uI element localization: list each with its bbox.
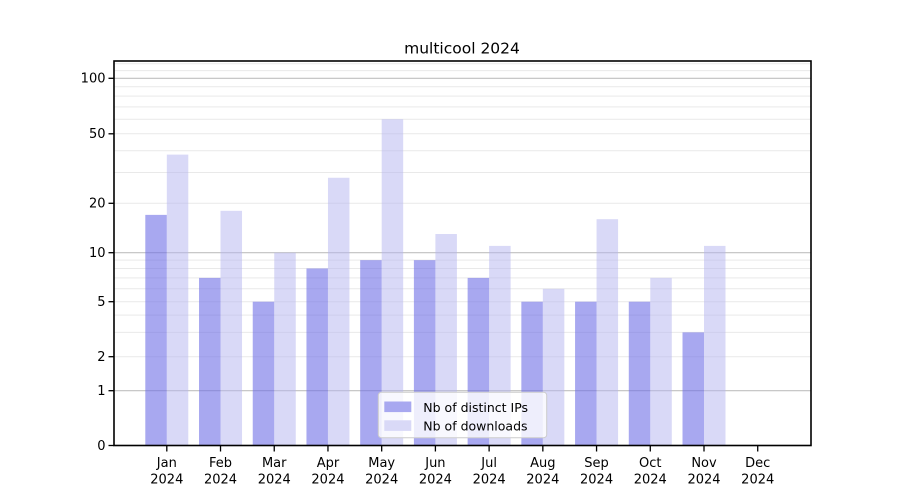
x-tick-label-year: 2024 bbox=[150, 473, 183, 488]
x-tick-label-month: Sep bbox=[584, 456, 609, 471]
legend: Nb of distinct IPs Nb of downloads bbox=[377, 391, 548, 439]
x-tick-label-month: Jun bbox=[424, 456, 445, 471]
x-tick-label-month: Apr bbox=[317, 456, 340, 471]
x-tick-label-month: Feb bbox=[209, 456, 232, 471]
y-tick-label: 10 bbox=[89, 246, 106, 261]
bar-mar-distinct-ips bbox=[252, 301, 275, 446]
x-tick-label-year: 2024 bbox=[365, 473, 398, 488]
bar-may-downloads bbox=[381, 119, 404, 446]
x-tick-label-year: 2024 bbox=[258, 473, 291, 488]
bar-feb-distinct-ips bbox=[199, 277, 221, 446]
x-tick-label-month: Mar bbox=[262, 456, 287, 471]
x-tick-label-year: 2024 bbox=[580, 473, 613, 488]
bar-nov-distinct-ips bbox=[682, 332, 704, 446]
x-tick-label-month: Jan bbox=[156, 456, 177, 471]
x-tick-label-year: 2024 bbox=[473, 473, 506, 488]
x-tick-label-month: Jul bbox=[480, 456, 497, 471]
bar-jan-downloads bbox=[166, 154, 189, 446]
bar-apr-downloads bbox=[327, 177, 350, 446]
y-tick-label: 20 bbox=[89, 197, 106, 212]
bar-mar-downloads bbox=[274, 252, 296, 446]
x-tick-label-month: Dec bbox=[745, 456, 770, 471]
x-tick-label-month: Nov bbox=[691, 456, 717, 471]
x-tick-label-month: May bbox=[368, 456, 395, 471]
legend-box bbox=[377, 391, 548, 439]
y-tick-label: 50 bbox=[89, 127, 106, 142]
bar-oct-distinct-ips bbox=[628, 301, 651, 446]
bar-sep-downloads bbox=[596, 219, 619, 446]
bar-aug-downloads bbox=[542, 288, 565, 446]
bar-oct-downloads bbox=[650, 277, 672, 446]
x-tick-label-year: 2024 bbox=[741, 473, 774, 488]
y-tick-label: 2 bbox=[97, 350, 105, 365]
legend-swatch-0 bbox=[384, 401, 412, 413]
x-tick-label-year: 2024 bbox=[634, 473, 667, 488]
y-tick-label: 5 bbox=[97, 295, 105, 310]
y-tick-label: 1 bbox=[97, 384, 105, 399]
x-tick-label-year: 2024 bbox=[687, 473, 720, 488]
bar-apr-distinct-ips bbox=[306, 268, 328, 446]
x-tick-label-year: 2024 bbox=[311, 473, 344, 488]
x-tick-label-year: 2024 bbox=[204, 473, 237, 488]
bar-nov-downloads bbox=[704, 245, 726, 446]
y-tick-label: 100 bbox=[81, 72, 106, 87]
chart-title: multicool 2024 bbox=[404, 40, 520, 58]
bar-jan-distinct-ips bbox=[145, 214, 167, 446]
y-tick-label: 0 bbox=[97, 439, 105, 454]
legend-swatch-1 bbox=[384, 420, 412, 431]
x-tick-label-month: Oct bbox=[639, 456, 661, 471]
legend-label-0: Nb of distinct IPs bbox=[423, 400, 528, 415]
bar-sep-distinct-ips bbox=[575, 301, 597, 446]
x-axis: Jan 2024 Feb 2024 Mar 2024 Apr 2024 May 2024 Jun 20… bbox=[150, 445, 774, 488]
x-tick-label-year: 2024 bbox=[526, 473, 559, 488]
x-tick-label-month: Aug bbox=[530, 456, 555, 471]
bar-may-distinct-ips bbox=[360, 260, 382, 446]
legend-label-1: Nb of downloads bbox=[423, 419, 527, 434]
x-tick-label-year: 2024 bbox=[419, 473, 452, 488]
bar-feb-downloads bbox=[220, 210, 243, 446]
